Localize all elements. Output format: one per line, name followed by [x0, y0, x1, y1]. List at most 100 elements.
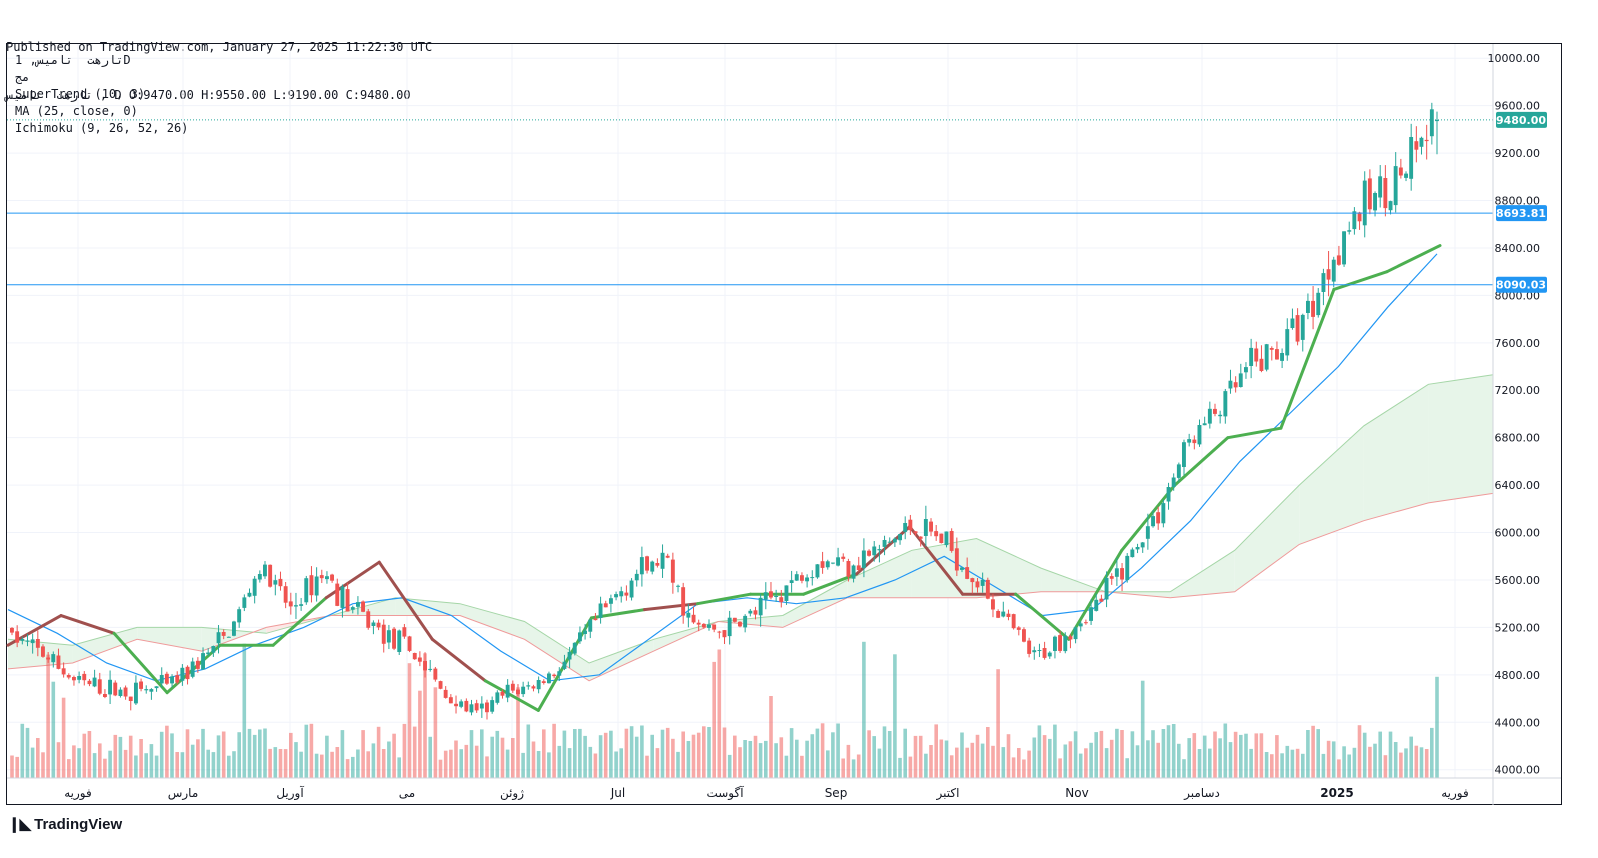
candle: [707, 619, 711, 631]
volume-bar: [258, 729, 262, 778]
volume-bar: [98, 743, 102, 778]
candle-body: [206, 652, 211, 655]
candle: [474, 699, 479, 713]
candle-body: [412, 653, 417, 660]
candle-body: [624, 592, 629, 596]
candle: [541, 679, 546, 685]
candle: [1120, 563, 1124, 592]
candle: [459, 699, 464, 709]
price-tick-label: 9600.00: [1495, 100, 1541, 113]
volume-bar: [1192, 733, 1197, 778]
legend-ichimoku[interactable]: Ichimoku (9, 26, 52, 26): [15, 121, 189, 135]
candle-body: [56, 655, 61, 669]
candle: [903, 516, 908, 540]
volume-bar: [903, 728, 907, 778]
candle-body: [536, 680, 541, 690]
candle-body: [892, 538, 897, 543]
candle-body: [944, 531, 949, 546]
candle-body: [237, 609, 242, 623]
volume-bar: [1419, 747, 1424, 778]
volume-bar: [103, 758, 107, 778]
volume-bar: [1223, 723, 1228, 778]
candle: [1311, 286, 1315, 330]
candle: [712, 624, 717, 633]
candle-body: [954, 548, 959, 571]
candle: [639, 546, 644, 587]
candle: [892, 537, 897, 547]
candle-body: [609, 598, 613, 604]
candle-body: [1114, 568, 1119, 577]
volume-bar: [185, 729, 190, 778]
candle: [872, 541, 877, 562]
candle-body: [1367, 178, 1372, 210]
candle-body: [670, 559, 675, 583]
volume-bar: [1115, 728, 1119, 778]
volume-bar: [289, 732, 293, 778]
candle-body: [1078, 623, 1083, 627]
volume-bar: [640, 725, 644, 778]
candle-body: [820, 561, 825, 568]
candle: [1373, 191, 1377, 217]
candle-body: [1419, 137, 1424, 147]
last-price-badge: 9480.00: [1496, 114, 1546, 127]
supertrend-segment: [430, 637, 487, 683]
candle: [128, 696, 133, 711]
candle-body: [77, 676, 82, 680]
supertrend-segment: [1385, 244, 1442, 274]
volume-bar: [418, 690, 422, 778]
ichimoku-cloud-segment: [1170, 550, 1235, 598]
price-tick-label: 9200.00: [1495, 147, 1541, 160]
candle-body: [717, 631, 722, 633]
candle-body: [1182, 442, 1186, 467]
volume-bar: [490, 736, 494, 778]
volume-bar: [1006, 734, 1011, 778]
candle-body: [330, 574, 334, 581]
legend-symbol[interactable]: تارهت تامیس, 1D: [15, 53, 131, 67]
volume-bar: [1409, 736, 1413, 778]
candle: [216, 625, 221, 654]
ma-line: [7, 253, 1438, 682]
ichimoku-cloud-segment: [8, 639, 73, 669]
brand-logo[interactable]: ❙◣ TradingView: [8, 815, 122, 834]
candle: [624, 585, 629, 601]
legend-supertrend[interactable]: SuperTrend (10, 3): [15, 87, 146, 101]
volume-bar: [371, 743, 376, 778]
candle: [1037, 643, 1042, 658]
candle-body: [1084, 622, 1088, 624]
candle: [500, 689, 505, 699]
candle-body: [459, 701, 464, 707]
candle-body: [526, 685, 531, 687]
volume-bar: [247, 728, 252, 778]
ichimoku-cloud-segment: [911, 538, 977, 598]
candle: [175, 671, 180, 685]
candle-body: [381, 624, 386, 644]
candle: [479, 696, 484, 718]
candle: [789, 570, 794, 593]
candle: [263, 561, 267, 579]
volume-bar: [454, 740, 458, 778]
candle: [1166, 482, 1171, 510]
candle: [1058, 630, 1062, 653]
candle-body: [304, 578, 309, 603]
supertrend-segment: [695, 592, 753, 606]
volume-bar: [1011, 757, 1016, 778]
candle: [1006, 609, 1011, 621]
candle: [882, 535, 887, 556]
candle-body: [1006, 613, 1011, 617]
price-tick-label: 6400.00: [1495, 479, 1541, 492]
legend-subtitle: مج: [15, 70, 30, 84]
candle-body: [1285, 329, 1290, 356]
volume-bar: [991, 745, 995, 778]
volume-bar: [190, 744, 195, 778]
candle: [572, 642, 577, 656]
volume-bar: [1435, 676, 1439, 778]
volume-bar: [516, 687, 520, 778]
volume-bar: [609, 730, 613, 778]
candle: [913, 531, 918, 536]
legend-ma[interactable]: MA (25, close, 0): [15, 104, 138, 118]
candle: [1078, 621, 1083, 632]
candle-body: [696, 622, 701, 625]
volume-bar: [180, 752, 185, 778]
time-axis-label: ژوئن: [500, 786, 524, 801]
